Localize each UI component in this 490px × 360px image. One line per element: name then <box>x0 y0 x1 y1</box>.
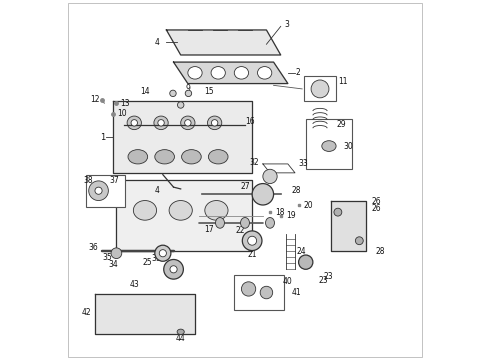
Ellipse shape <box>266 217 274 228</box>
Text: 2: 2 <box>295 68 300 77</box>
Ellipse shape <box>169 201 192 220</box>
Bar <box>234 275 284 310</box>
Ellipse shape <box>185 90 192 96</box>
Ellipse shape <box>159 249 167 257</box>
Text: 36: 36 <box>89 243 98 252</box>
Polygon shape <box>113 102 252 173</box>
Polygon shape <box>95 294 195 334</box>
Ellipse shape <box>155 150 174 164</box>
Ellipse shape <box>205 201 228 220</box>
Ellipse shape <box>158 120 164 126</box>
Ellipse shape <box>177 329 184 334</box>
Bar <box>306 119 352 169</box>
Ellipse shape <box>211 120 218 126</box>
Text: 20: 20 <box>304 201 314 210</box>
Ellipse shape <box>207 116 222 130</box>
Text: 12: 12 <box>90 95 100 104</box>
Text: 13: 13 <box>121 99 130 108</box>
Ellipse shape <box>322 141 336 152</box>
Ellipse shape <box>247 236 257 245</box>
Text: 24: 24 <box>297 247 306 256</box>
Ellipse shape <box>164 260 183 279</box>
Text: 40: 40 <box>283 277 292 286</box>
Text: 15: 15 <box>204 87 214 96</box>
Text: 27: 27 <box>240 182 250 191</box>
Ellipse shape <box>182 150 201 164</box>
Ellipse shape <box>216 217 224 228</box>
Polygon shape <box>117 180 252 251</box>
Polygon shape <box>331 202 367 251</box>
Ellipse shape <box>131 120 138 126</box>
Ellipse shape <box>243 231 262 251</box>
Ellipse shape <box>154 116 168 130</box>
Ellipse shape <box>188 67 202 79</box>
Text: 28: 28 <box>375 247 385 256</box>
Ellipse shape <box>234 67 248 79</box>
Ellipse shape <box>258 67 272 79</box>
Text: 39: 39 <box>151 254 161 263</box>
Text: 26: 26 <box>372 204 381 213</box>
Polygon shape <box>173 62 288 84</box>
Text: 32: 32 <box>250 158 259 167</box>
Text: 23: 23 <box>319 275 328 284</box>
Text: 4: 4 <box>154 186 159 195</box>
Ellipse shape <box>128 150 147 164</box>
Ellipse shape <box>155 245 171 261</box>
Text: 23: 23 <box>323 272 333 281</box>
Ellipse shape <box>133 201 157 220</box>
Ellipse shape <box>181 116 195 130</box>
Ellipse shape <box>185 120 191 126</box>
Text: 3: 3 <box>284 20 289 29</box>
Text: 35: 35 <box>102 253 112 262</box>
Text: 1: 1 <box>100 132 106 141</box>
Text: 44: 44 <box>176 334 186 343</box>
Ellipse shape <box>170 90 176 96</box>
Ellipse shape <box>260 286 272 299</box>
Text: 10: 10 <box>117 109 126 118</box>
Text: 21: 21 <box>247 249 257 258</box>
Text: 41: 41 <box>292 288 301 297</box>
Text: 17: 17 <box>204 225 214 234</box>
Text: 42: 42 <box>82 308 92 317</box>
Ellipse shape <box>355 237 363 245</box>
Ellipse shape <box>298 255 313 269</box>
Text: 37: 37 <box>109 176 119 185</box>
Text: 33: 33 <box>298 159 308 168</box>
Text: 28: 28 <box>292 186 301 195</box>
Ellipse shape <box>89 181 108 201</box>
Bar <box>304 76 336 102</box>
Text: 30: 30 <box>343 141 353 150</box>
Bar <box>86 175 125 207</box>
Text: 25: 25 <box>143 258 152 267</box>
Ellipse shape <box>311 80 329 98</box>
Ellipse shape <box>95 187 102 194</box>
Ellipse shape <box>334 208 342 216</box>
Polygon shape <box>167 30 281 55</box>
Ellipse shape <box>177 102 184 108</box>
Text: 26: 26 <box>372 197 381 206</box>
Text: 29: 29 <box>336 120 346 129</box>
Text: 34: 34 <box>108 260 118 269</box>
Ellipse shape <box>170 266 177 273</box>
Ellipse shape <box>127 116 142 130</box>
Text: 4: 4 <box>154 38 159 47</box>
Ellipse shape <box>252 184 273 205</box>
Ellipse shape <box>211 67 225 79</box>
Text: 43: 43 <box>129 280 139 289</box>
Text: 38: 38 <box>84 176 93 185</box>
Text: 18: 18 <box>275 208 285 217</box>
Ellipse shape <box>263 169 277 184</box>
Text: 14: 14 <box>140 87 150 96</box>
Ellipse shape <box>208 150 228 164</box>
Text: 19: 19 <box>286 211 295 220</box>
Ellipse shape <box>111 248 122 258</box>
Text: 11: 11 <box>338 77 347 86</box>
Text: 16: 16 <box>245 117 255 126</box>
Ellipse shape <box>242 282 256 296</box>
Ellipse shape <box>241 217 249 228</box>
Text: 22: 22 <box>236 226 245 235</box>
Text: 28: 28 <box>266 193 274 199</box>
Text: 9: 9 <box>185 84 190 93</box>
